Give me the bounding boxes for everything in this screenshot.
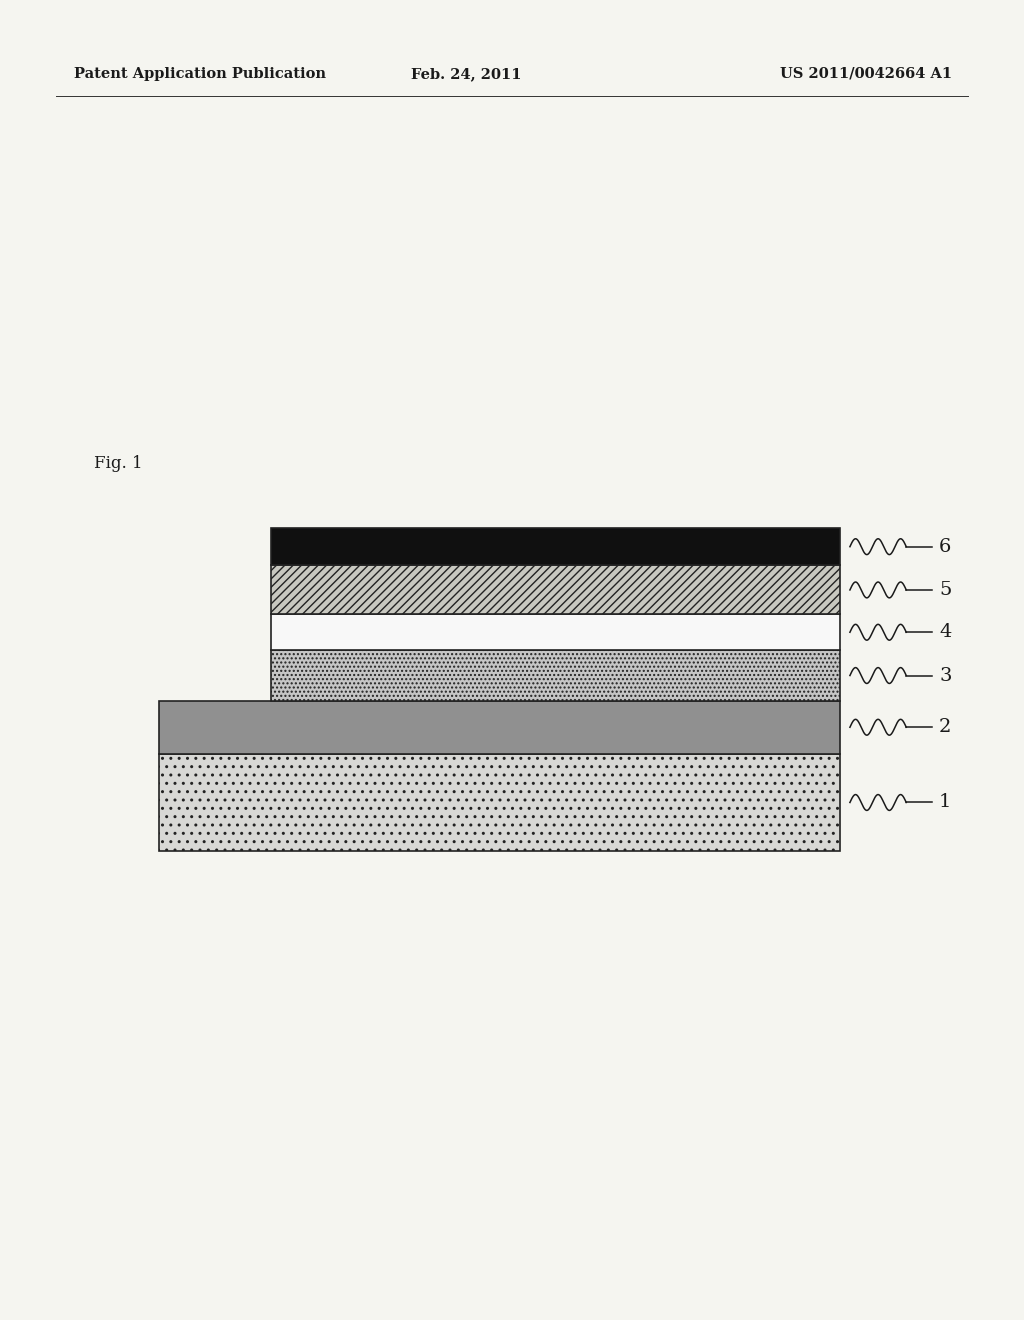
Text: Feb. 24, 2011: Feb. 24, 2011 bbox=[411, 67, 521, 81]
Text: US 2011/0042664 A1: US 2011/0042664 A1 bbox=[780, 67, 952, 81]
Bar bbox=[271, 651, 840, 701]
Text: 3: 3 bbox=[939, 667, 951, 685]
Text: 2: 2 bbox=[939, 718, 951, 737]
Text: 4: 4 bbox=[939, 623, 951, 642]
Bar bbox=[271, 614, 840, 651]
Text: 5: 5 bbox=[939, 581, 951, 599]
Bar bbox=[159, 701, 840, 754]
Text: 6: 6 bbox=[939, 537, 951, 556]
Bar bbox=[159, 754, 840, 851]
Bar bbox=[271, 565, 840, 614]
Text: 1: 1 bbox=[939, 793, 951, 812]
Text: Patent Application Publication: Patent Application Publication bbox=[74, 67, 326, 81]
Bar bbox=[271, 528, 840, 565]
Text: Fig. 1: Fig. 1 bbox=[94, 455, 142, 473]
